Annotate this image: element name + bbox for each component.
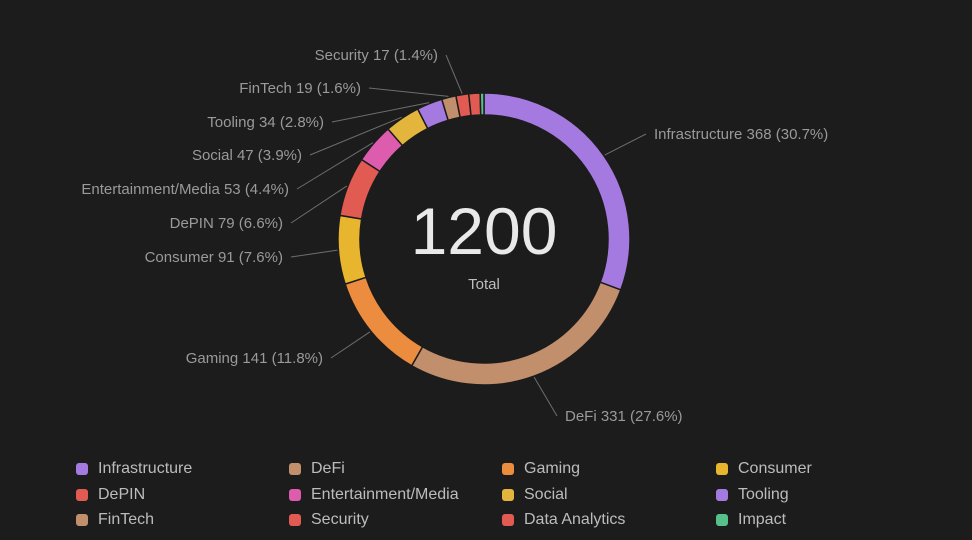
slice-impact[interactable] [479,92,485,116]
legend-swatch [289,488,301,501]
slice-defi[interactable] [410,281,622,386]
leader-line-security [445,54,463,94]
leader-line-tooling [331,102,430,123]
leader-line-gaming [330,331,371,359]
legend-label: Tooling [738,485,789,503]
leader-line-depin [290,185,348,224]
slice-consumer[interactable] [337,214,368,286]
legend-item-defi[interactable]: DeFi [289,460,345,478]
leader-line-defi [533,376,558,417]
slice-label-social: Social 47 (3.9%) [192,147,302,164]
slice-label-security: Security 17 (1.4%) [315,47,438,64]
legend-swatch [502,463,514,475]
slice-label-depin: DePIN 79 (6.6%) [170,215,283,232]
legend-label: Consumer [738,460,812,477]
legend-item-consumer[interactable]: Consumer [716,460,812,478]
slice-label-gaming: Gaming 141 (11.8%) [186,350,323,367]
legend-swatch [716,488,728,501]
legend-label: Infrastructure [98,460,193,477]
legend-label: Impact [738,511,787,528]
legend-label: Entertainment/Media [311,485,459,503]
legend-label: Data Analytics [524,511,626,528]
slice-label-entertainment-media: Entertainment/Media 53 (4.4%) [81,181,289,198]
slice-labels: Infrastructure 368 (30.7%) DeFi 331 (27.6… [81,47,828,425]
slice-label-infrastructure: Infrastructure 368 (30.7%) [654,126,828,143]
donut-chart: Infrastructure 368 (30.7%) DeFi 331 (27.6… [81,47,828,425]
leader-line-infrastructure [604,133,647,156]
legend-swatch [76,514,88,526]
donut-slices [337,92,631,386]
legend-swatch [502,514,514,526]
leader-line-social [309,116,402,156]
legend-swatch [716,514,728,526]
legend-label: DeFi [311,460,345,477]
legend-swatch [76,463,88,475]
leader-line-consumer [290,249,338,258]
leader-lines [290,54,647,417]
legend-swatch [716,463,728,475]
slice-data-analytics[interactable] [467,92,482,117]
leader-line-entertainment-media [296,142,374,190]
legend-swatch [289,463,301,475]
slice-label-consumer: Consumer 91 (7.6%) [145,249,283,266]
legend-item-entertainment-media[interactable]: Entertainment/Media [289,486,459,504]
legend-label: Social [524,485,568,503]
slice-label-tooling: Tooling 34 (2.8%) [207,114,324,131]
legend-item-gaming[interactable]: Gaming [502,460,580,478]
legend-item-social[interactable]: Social [502,486,568,504]
legend-item-fintech[interactable]: FinTech [76,511,154,529]
slice-label-fintech: FinTech 19 (1.6%) [239,80,361,97]
legend-label: Security [311,511,369,528]
legend-item-depin[interactable]: DePIN [76,486,145,504]
legend-swatch [289,514,301,526]
legend-item-infrastructure[interactable]: Infrastructure [76,460,192,478]
legend-item-impact[interactable]: Impact [716,511,786,529]
legend-label: Gaming [524,460,581,477]
slice-gaming[interactable] [344,276,424,367]
legend-item-tooling[interactable]: Tooling [716,486,789,504]
legend-swatch [502,488,514,501]
center-total-value: 1200 [411,194,558,268]
legend-label: DePIN [98,485,146,503]
slice-label-defi: DeFi 331 (27.6%) [565,408,683,425]
legend-label: FinTech [98,511,155,528]
legend-swatch [76,488,88,501]
legend-item-data-analytics[interactable]: Data Analytics [502,511,625,529]
center-total-label: Total [468,276,500,293]
legend-item-security[interactable]: Security [289,511,369,529]
leader-line-fintech [368,87,449,97]
